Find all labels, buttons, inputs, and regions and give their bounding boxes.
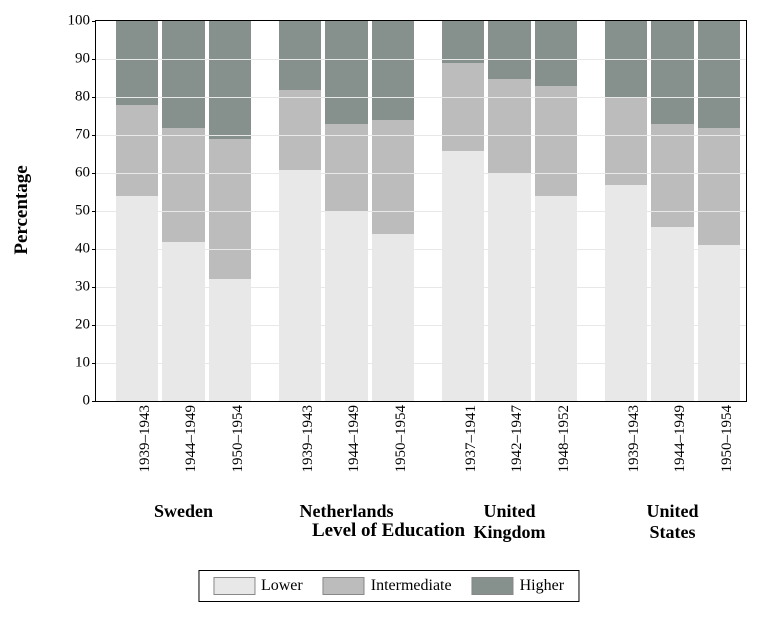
group-label: UnitedStates (646, 501, 698, 542)
xtick-label: 1939–1943 (626, 405, 643, 473)
ytick-mark (92, 287, 96, 288)
ytick-label: 70 (75, 127, 90, 144)
plot-area: 1939–19431944–19491950–19541939–19431944… (95, 20, 747, 402)
segment-lower (535, 196, 577, 401)
ytick-label: 100 (68, 13, 91, 30)
xtick-label: 1944–1949 (183, 405, 200, 473)
segment-intermediate (535, 86, 577, 196)
segment-intermediate (209, 139, 251, 279)
grid-line (96, 287, 746, 288)
grid-line (96, 97, 746, 98)
segment-intermediate (279, 90, 321, 170)
grid-line (96, 325, 746, 326)
xtick-label: 1950–1954 (393, 405, 410, 473)
segment-intermediate (698, 128, 740, 246)
segment-higher (325, 21, 367, 124)
ytick-label: 20 (75, 317, 90, 334)
segment-intermediate (116, 105, 158, 196)
grid-line (96, 59, 746, 60)
xtick-label: 1939–1943 (137, 405, 154, 473)
legend: Lower Intermediate Higher (198, 570, 579, 602)
group-label: Sweden (154, 501, 213, 522)
legend-label: Higher (520, 577, 564, 595)
ytick-label: 60 (75, 165, 90, 182)
ytick-label: 50 (75, 203, 90, 220)
ytick-label: 40 (75, 241, 90, 258)
segment-higher (488, 21, 530, 79)
ytick-mark (92, 135, 96, 136)
grid-line (96, 173, 746, 174)
xtick-label: 1944–1949 (672, 405, 689, 473)
y-axis-label: Percentage (11, 165, 33, 254)
ytick-mark (92, 211, 96, 212)
xtick-label: 1950–1954 (719, 405, 736, 473)
group-label: Netherlands (300, 501, 394, 522)
ytick-mark (92, 249, 96, 250)
segment-higher (116, 21, 158, 105)
xtick-label: 1937–1941 (463, 405, 480, 473)
xtick-label: 1942–1947 (509, 405, 526, 473)
xtick-label: 1950–1954 (230, 405, 247, 473)
ytick-mark (92, 401, 96, 402)
segment-lower (116, 196, 158, 401)
segment-lower (372, 234, 414, 401)
grid-line (96, 249, 746, 250)
segment-higher (442, 21, 484, 63)
segment-intermediate (162, 128, 204, 242)
segment-lower (698, 245, 740, 401)
legend-label: Intermediate (371, 577, 452, 595)
grid-line (96, 211, 746, 212)
xtick-label: 1944–1949 (346, 405, 363, 473)
ytick-label: 80 (75, 89, 90, 106)
segment-higher (651, 21, 693, 124)
ytick-mark (92, 59, 96, 60)
grid-line (96, 363, 746, 364)
xtick-label: 1939–1943 (300, 405, 317, 473)
legend-item-intermediate: Intermediate (323, 577, 452, 595)
grid-line (96, 135, 746, 136)
segment-lower (279, 170, 321, 401)
segment-intermediate (605, 97, 647, 185)
legend-swatch (213, 577, 255, 595)
ytick-label: 10 (75, 355, 90, 372)
x-axis-label: Level of Education (312, 520, 465, 542)
segment-higher (279, 21, 321, 90)
segment-higher (372, 21, 414, 120)
segment-lower (651, 227, 693, 401)
segment-lower (325, 212, 367, 402)
segment-lower (605, 185, 647, 401)
segment-intermediate (372, 120, 414, 234)
legend-item-lower: Lower (213, 577, 303, 595)
segment-higher (698, 21, 740, 128)
ytick-label: 0 (83, 393, 91, 410)
ytick-mark (92, 97, 96, 98)
segment-higher (535, 21, 577, 86)
segment-intermediate (325, 124, 367, 212)
segment-intermediate (488, 79, 530, 174)
segment-higher (209, 21, 251, 139)
ytick-mark (92, 325, 96, 326)
ytick-label: 30 (75, 279, 90, 296)
segment-lower (162, 242, 204, 401)
ytick-mark (92, 363, 96, 364)
legend-item-higher: Higher (472, 577, 564, 595)
ytick-mark (92, 21, 96, 22)
ytick-mark (92, 173, 96, 174)
group-label: UnitedKingdom (473, 501, 545, 542)
chart-container: Percentage 1939–19431944–19491950–195419… (0, 0, 777, 620)
xtick-label: 1948–1952 (556, 405, 573, 473)
legend-swatch (472, 577, 514, 595)
ytick-label: 90 (75, 51, 90, 68)
segment-lower (209, 279, 251, 401)
segment-higher (162, 21, 204, 128)
legend-label: Lower (261, 577, 303, 595)
legend-swatch (323, 577, 365, 595)
segment-intermediate (442, 63, 484, 151)
